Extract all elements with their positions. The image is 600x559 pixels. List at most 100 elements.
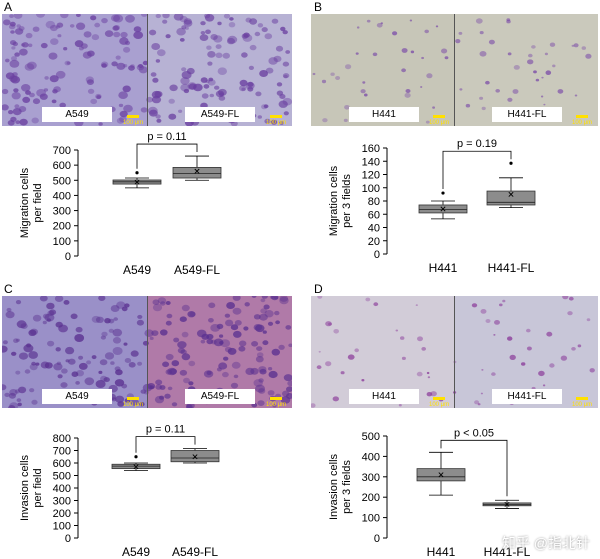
cell — [39, 296, 48, 302]
cell — [230, 382, 239, 389]
cell — [585, 53, 592, 59]
y-tick-label: 0 — [65, 251, 71, 263]
cell — [24, 369, 31, 374]
cell — [12, 108, 22, 116]
cell — [219, 334, 224, 338]
cell — [249, 18, 258, 25]
cell — [267, 390, 275, 396]
cell — [256, 346, 263, 351]
cell — [9, 21, 16, 27]
cell — [2, 88, 9, 95]
cell — [116, 301, 126, 309]
cell — [44, 76, 49, 80]
cell — [409, 19, 413, 22]
cell — [165, 353, 174, 361]
cell — [376, 23, 383, 28]
cell — [207, 51, 216, 58]
scale-bar — [270, 115, 282, 118]
cell — [167, 367, 177, 376]
cell — [74, 40, 84, 48]
image-label-right: H441-FL — [492, 389, 562, 404]
cell — [76, 22, 86, 30]
panel-letter-b: B — [314, 0, 323, 14]
cell — [189, 311, 196, 317]
cell — [270, 119, 278, 125]
y-tick-label: 400 — [53, 483, 71, 495]
cell — [32, 314, 42, 322]
cell — [268, 370, 278, 379]
image-divider — [147, 296, 148, 408]
box — [486, 190, 536, 206]
cell — [48, 52, 58, 60]
cell — [395, 329, 399, 332]
cell — [183, 88, 190, 94]
cell — [268, 367, 273, 371]
cell — [213, 35, 223, 43]
cell — [509, 354, 516, 360]
cell — [574, 94, 578, 97]
cell — [160, 329, 168, 336]
cell — [241, 87, 246, 91]
cell — [552, 64, 556, 68]
cell — [258, 378, 264, 383]
cell — [63, 47, 68, 51]
cell — [119, 110, 128, 118]
y-axis-label: Invasion cells per 3 fields — [328, 453, 353, 520]
cell — [247, 86, 254, 92]
cell — [87, 88, 95, 94]
cell — [207, 79, 216, 86]
cell — [288, 343, 292, 348]
x-category-label: H441 — [429, 261, 458, 275]
cell — [183, 377, 190, 384]
y-axis-label-line: per field — [32, 468, 44, 507]
cell — [120, 31, 128, 38]
cell — [279, 296, 289, 302]
cell — [276, 82, 283, 87]
scale-bar — [270, 397, 282, 400]
cell — [100, 335, 106, 340]
cell — [54, 296, 64, 302]
cell — [425, 120, 430, 124]
cell — [165, 301, 171, 305]
cell — [4, 392, 10, 397]
cell — [205, 29, 211, 35]
significance-bracket — [442, 150, 512, 190]
cell — [364, 93, 368, 97]
cell — [49, 309, 57, 315]
cell — [173, 337, 180, 343]
cell — [274, 310, 280, 316]
cell — [47, 340, 55, 347]
cell — [180, 77, 190, 85]
cell — [65, 346, 75, 355]
cell — [340, 371, 345, 375]
cell — [133, 31, 144, 39]
cell — [215, 52, 223, 59]
cell — [94, 22, 101, 28]
y-tick-label: 40 — [368, 223, 380, 235]
cell — [69, 24, 75, 28]
cell — [27, 61, 37, 70]
cell — [441, 48, 448, 54]
cell — [155, 59, 161, 63]
cell — [426, 73, 433, 79]
scale-text: 100 μm — [266, 402, 287, 408]
cell — [474, 400, 480, 405]
cell — [282, 61, 290, 67]
cell — [586, 318, 591, 322]
cell — [545, 70, 552, 75]
cell — [239, 79, 248, 87]
cell — [18, 352, 29, 360]
cell — [259, 313, 268, 321]
cell — [507, 97, 513, 102]
y-axis-label-line: Migration cells — [328, 165, 340, 236]
cell — [526, 346, 532, 351]
cell — [9, 14, 14, 18]
cell — [70, 313, 78, 320]
cell — [12, 41, 18, 47]
cell — [267, 321, 274, 326]
cell — [283, 374, 292, 382]
cell — [278, 100, 288, 108]
cell — [10, 30, 15, 34]
cell — [343, 118, 348, 122]
box-plot-d: 0 100 200 300 400 500 Invasion cells per 3 fiel… — [328, 427, 532, 559]
